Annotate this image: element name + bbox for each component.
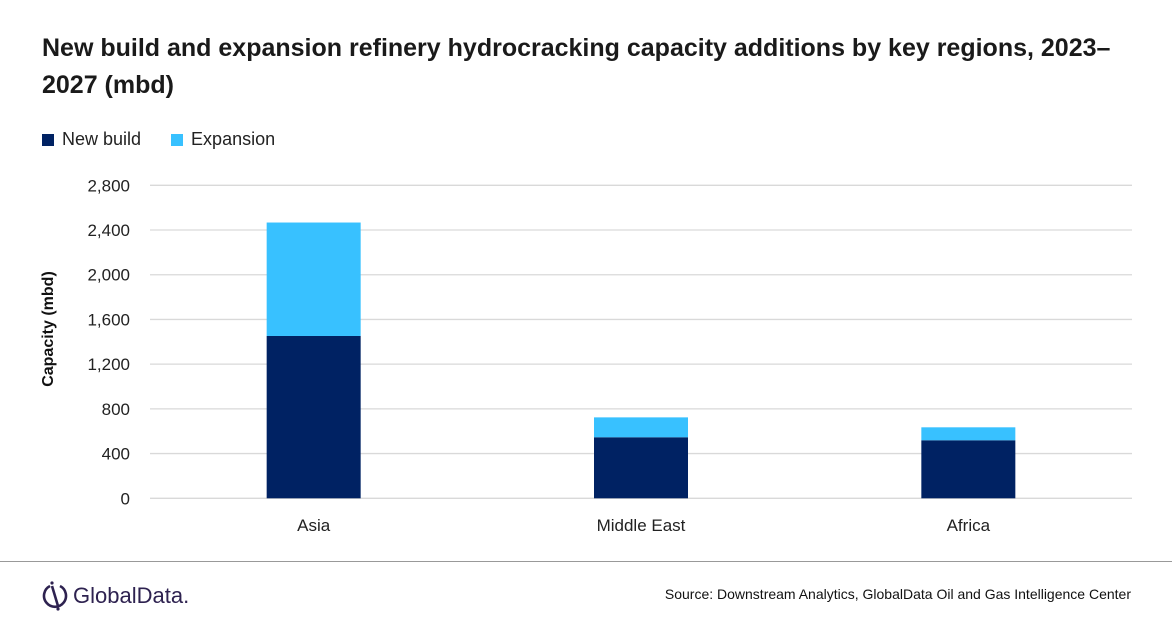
legend: New build Expansion	[42, 129, 305, 150]
y-tick-label: 1,200	[87, 355, 130, 374]
logo-text: GlobalData.	[73, 583, 190, 608]
legend-label-expansion: Expansion	[191, 129, 276, 149]
plot-area: 0 400 800 1,200 1,600 2,000 2,400 2,800 Asia Midd…	[87, 176, 1132, 535]
globaldata-logo-icon	[42, 581, 68, 611]
legend-swatch-new-build	[42, 133, 54, 146]
y-tick-label: 800	[102, 400, 130, 419]
bar-expansion-middle-east	[594, 417, 688, 438]
legend-item-expansion: Expansion	[171, 129, 275, 150]
y-tick-label: 2,400	[87, 221, 130, 240]
legend-item-new-build: New build	[42, 129, 141, 150]
x-tick-label: Middle East	[597, 516, 686, 535]
x-tick-label: Asia	[297, 516, 331, 535]
legend-swatch-expansion	[171, 133, 184, 146]
bar-new-build-africa	[921, 440, 1016, 499]
footer-divider	[0, 561, 1172, 562]
y-tick-label: 2,800	[87, 176, 130, 195]
y-tick-label: 2,000	[87, 266, 130, 285]
y-tick-label: 1,600	[87, 310, 130, 329]
globaldata-logo: GlobalData.	[42, 580, 189, 612]
bar-new-build-asia	[266, 335, 361, 499]
x-tick-label: Africa	[947, 516, 991, 535]
bar-new-build-middle-east	[594, 437, 688, 499]
legend-label-new-build: New build	[62, 129, 142, 149]
y-tick-label: 0	[121, 489, 130, 508]
bar-expansion-africa	[921, 427, 1016, 441]
y-tick-label: 400	[102, 445, 130, 464]
chart-title: New build and expansion refinery hydrocr…	[42, 34, 1111, 99]
bar-expansion-asia	[266, 222, 361, 336]
source-note: Source: Downstream Analytics, GlobalData…	[664, 586, 1131, 602]
